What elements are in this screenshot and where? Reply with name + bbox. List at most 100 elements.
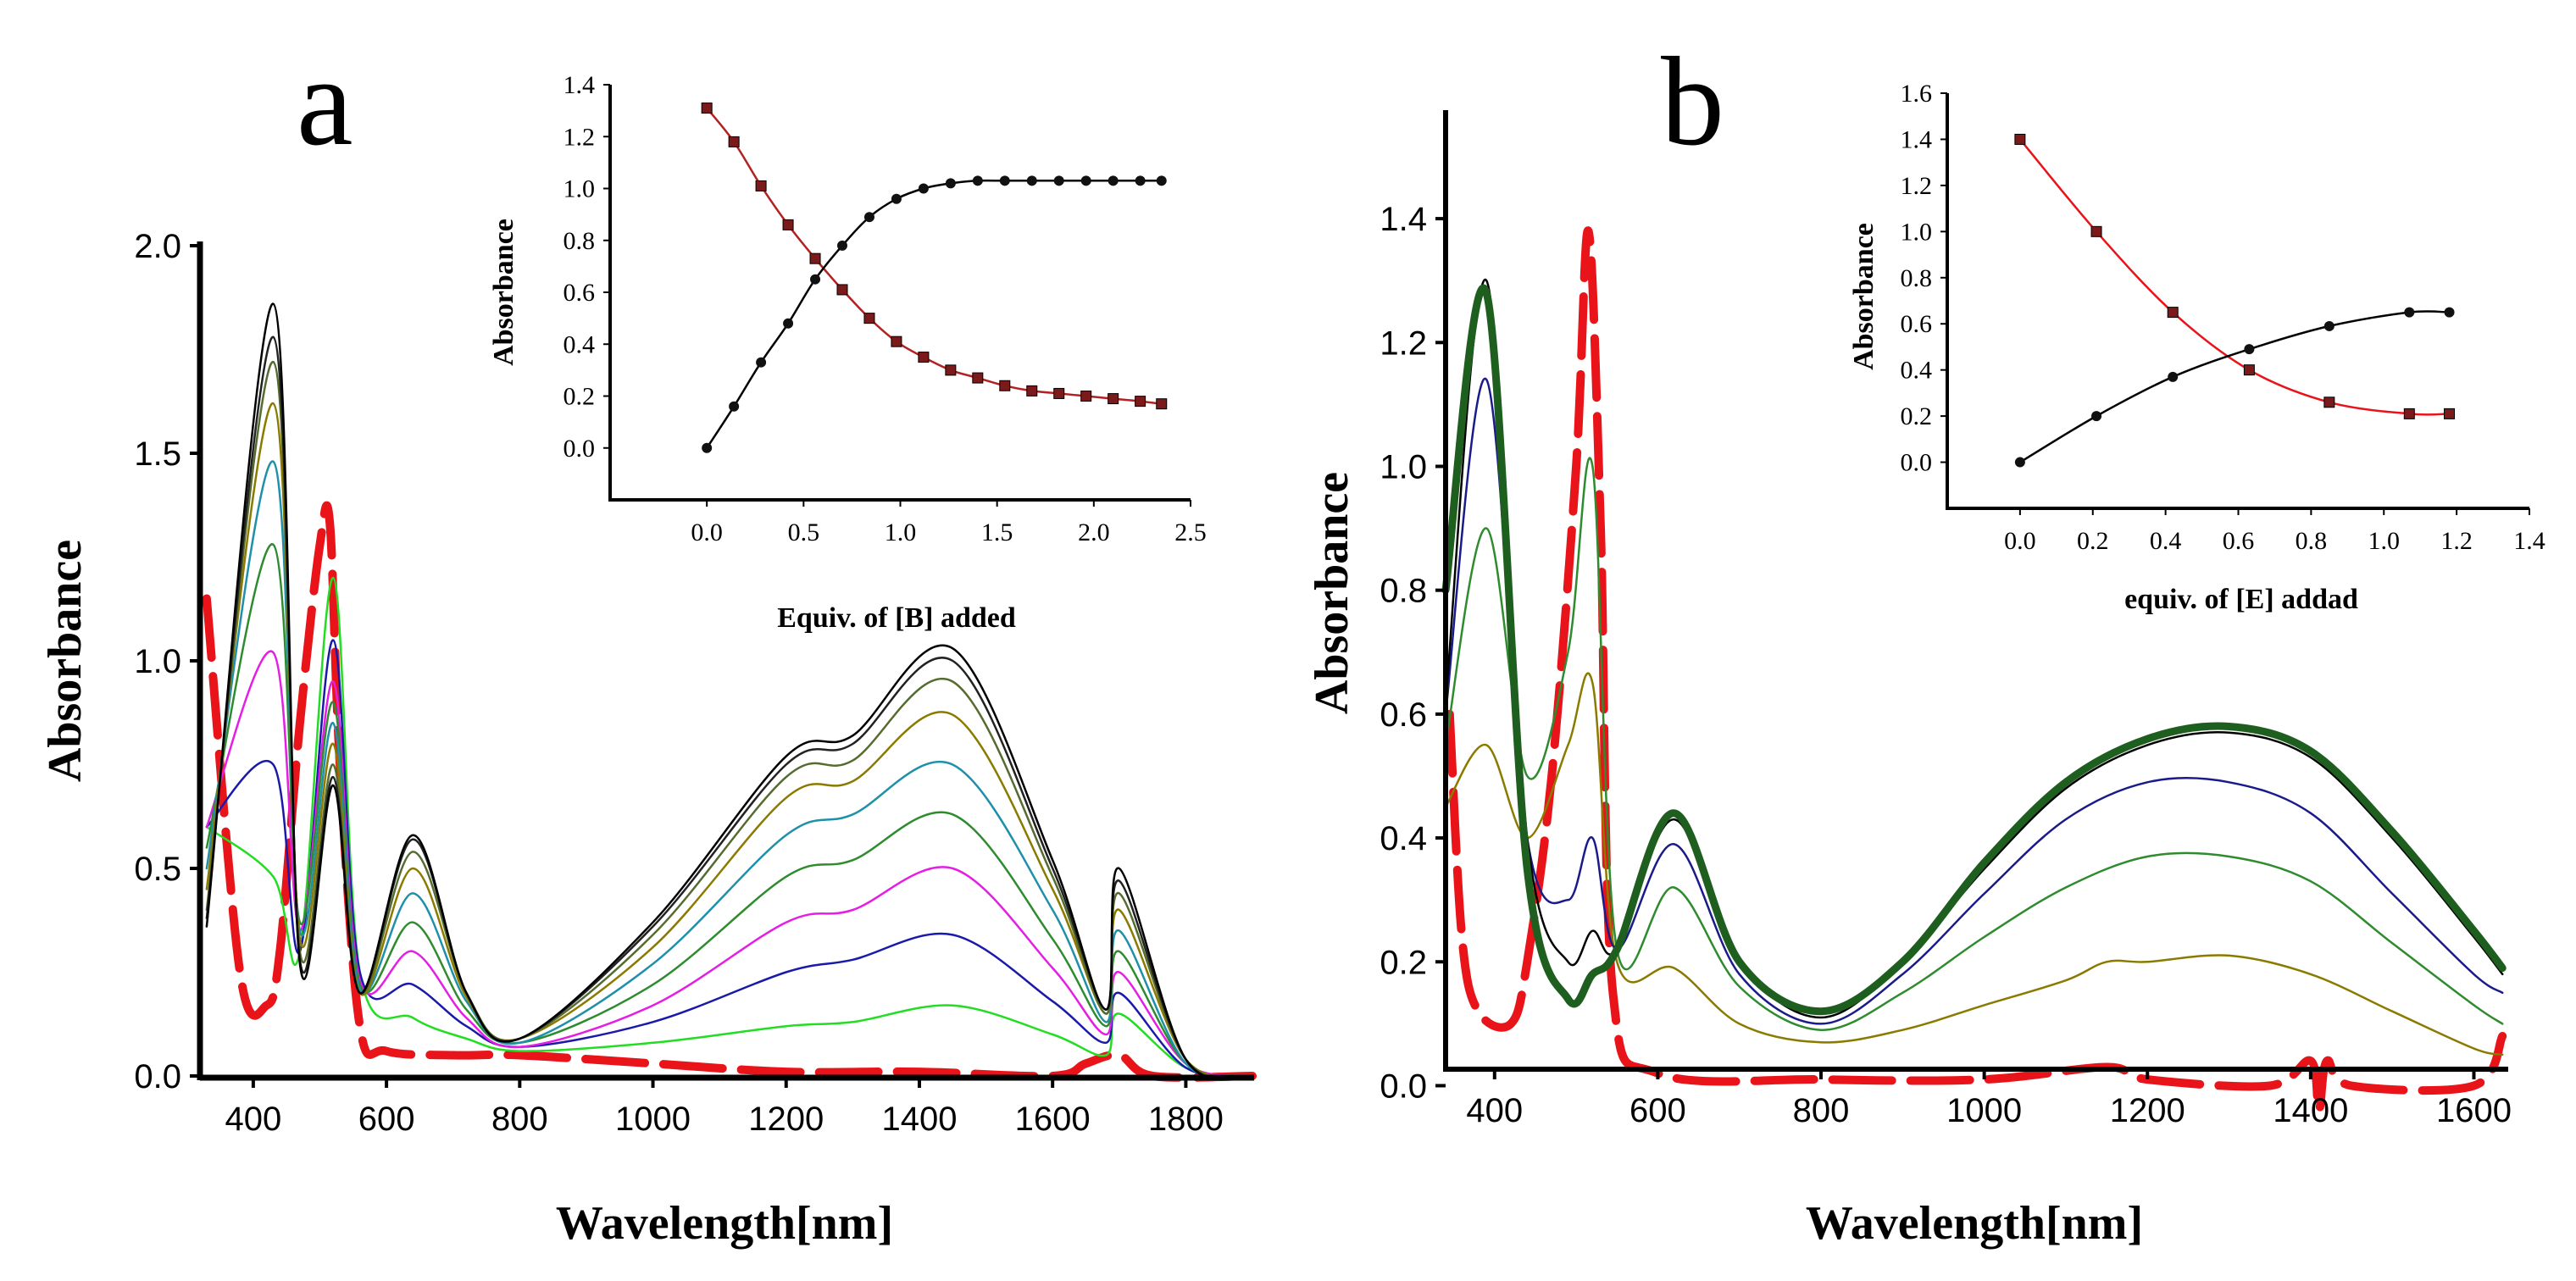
inset-data-point: [1080, 391, 1092, 402]
inset-data-point: [918, 352, 930, 363]
panel-b-y-ticks: 0.0 0.2 0.4 0.6 0.8 1.0 1.2 1.4: [1380, 201, 1446, 1105]
y-tick-label: 1.2: [1380, 324, 1427, 362]
inset-data-point: [2323, 396, 2335, 408]
inset-data-point: [756, 357, 767, 368]
y-tick-label: 0.0: [1380, 1068, 1427, 1105]
inset-a-y-label: Absorbance: [488, 219, 519, 366]
panel-a-inset: 0.0 0.5 1.0 1.5 2.0 2.5 0.0 0.2 0.4 0.6 0.8 1.0 1.2 1…: [488, 71, 1207, 634]
panel-b-series: [1441, 226, 2507, 1115]
panel-a-x-label: Wavelength[nm]: [556, 1197, 893, 1250]
inset-series-line-1: [2019, 310, 2450, 463]
panel-b-inset: 0.0 0.2 0.4 0.6 0.8 1.0 1.2 1.4 0.0 0.2 0.4 0.6 0.8 1…: [1848, 80, 2545, 615]
x-tick-label: 1400: [881, 1101, 957, 1138]
inset-x-tick-label: 0.0: [2004, 527, 2036, 555]
inset-data-point: [863, 313, 875, 324]
inset-data-point: [728, 136, 740, 147]
x-tick-label: 1600: [2436, 1092, 2512, 1129]
inset-x-tick-label: 1.5: [981, 518, 1013, 546]
panel-a-y-ticks: 0.0 0.5 1.0 1.5 2.0: [134, 228, 200, 1095]
inset-y-tick-label: 0.4: [1901, 357, 1933, 385]
x-tick-label: 800: [1793, 1092, 1850, 1129]
inset-y-tick-label: 0.0: [564, 435, 596, 463]
inset-data-point: [2014, 457, 2025, 468]
series-line-1-0: [1445, 226, 2507, 1115]
inset-data-point: [782, 219, 794, 230]
inset-series-line-0: [706, 107, 1162, 405]
inset-data-point: [891, 336, 902, 347]
inset-data-point: [2404, 307, 2415, 318]
y-tick-label: 0.0: [134, 1058, 181, 1095]
inset-x-tick-label: 0.5: [788, 518, 820, 546]
series-line-0-3: [205, 650, 1254, 1078]
inset-data-point: [809, 252, 821, 264]
inset-y-tick-label: 0.8: [564, 227, 596, 255]
panel-a-series: [202, 302, 1257, 1082]
inset-y-tick-label: 0.4: [564, 330, 596, 358]
panel-label-a: a: [297, 31, 353, 172]
inset-x-tick-label: 1.2: [2440, 527, 2473, 555]
inset-series-line-0: [2018, 138, 2450, 416]
inset-y-tick-label: 1.0: [564, 175, 596, 203]
inset-x-tick-label: 2.5: [1174, 518, 1207, 546]
inset-x-tick-label: 0.4: [2150, 527, 2182, 555]
inset-data-point: [836, 284, 848, 296]
inset-series-line-1: [706, 179, 1162, 449]
inset-y-tick-label: 0.0: [1901, 449, 1933, 477]
inset-data-point: [1108, 393, 1119, 405]
series-line-0-2: [205, 639, 1254, 1078]
inset-data-point: [972, 372, 984, 384]
inset-data-point: [1135, 396, 1146, 408]
series-line-1-2: [1444, 457, 2504, 1031]
x-tick-label: 800: [491, 1101, 548, 1138]
inset-a-ticks: 0.0 0.5 1.0 1.5 2.0 2.5 0.0 0.2 0.4 0.6 0.8 1.0 1.2 1…: [564, 71, 1207, 546]
inset-a-x-label: Equiv. of [B] added: [777, 602, 1016, 634]
x-tick-label: 600: [358, 1101, 415, 1138]
inset-data-point: [1108, 175, 1119, 186]
inset-y-tick-label: 0.8: [1901, 264, 1933, 292]
inset-data-point: [918, 183, 929, 194]
inset-data-point: [945, 364, 957, 376]
x-tick-label: 1200: [748, 1101, 824, 1138]
y-tick-label: 0.4: [1380, 820, 1427, 857]
inset-x-tick-label: 0.8: [2296, 527, 2328, 555]
inset-data-point: [837, 240, 847, 251]
x-tick-label: 600: [1629, 1092, 1686, 1129]
inset-b-series: [2014, 133, 2456, 468]
inset-b-y-label: Absorbance: [1848, 223, 1879, 370]
y-tick-label: 0.2: [1380, 944, 1427, 981]
panel-b: b 400 600 800 1000 1200 1400 1600 0.0 0.2 0.4 0.6…: [1306, 31, 2545, 1250]
inset-y-tick-label: 1.0: [1901, 218, 1933, 246]
y-tick-label: 0.8: [1380, 573, 1427, 610]
inset-b-x-label: equiv. of [E] addad: [2124, 584, 2358, 615]
inset-x-tick-label: 1.4: [2513, 527, 2545, 555]
series-line-0-7: [205, 360, 1254, 1079]
inset-data-point: [999, 380, 1011, 391]
x-tick-label: 1600: [1015, 1101, 1091, 1138]
y-tick-label: 1.5: [134, 435, 181, 473]
inset-y-tick-label: 0.6: [1901, 310, 1933, 338]
series-line-0-8: [205, 336, 1254, 1080]
inset-data-point: [783, 318, 794, 329]
inset-y-tick-label: 0.2: [1901, 402, 1933, 430]
inset-data-point: [755, 180, 767, 191]
inset-data-point: [810, 274, 821, 285]
x-tick-label: 400: [225, 1101, 282, 1138]
x-tick-label: 1000: [1946, 1092, 2022, 1129]
series-line-1-1: [1444, 672, 2504, 1056]
y-tick-label: 1.4: [1380, 201, 1427, 238]
x-tick-label: 1000: [615, 1101, 691, 1138]
x-tick-label: 400: [1466, 1092, 1523, 1129]
panel-b-y-label: Absorbance: [1306, 472, 1358, 714]
inset-data-point: [1053, 387, 1065, 399]
panel-a: a 400 600 800 1000 1200 1400 1600 1800 0.0 0.5 1.…: [39, 31, 1257, 1250]
series-line-0-9: [205, 302, 1254, 1081]
inset-data-point: [999, 175, 1010, 186]
panel-a-y-label: Absorbance: [39, 540, 92, 782]
panel-label-b: b: [1661, 31, 1724, 172]
inset-data-point: [2014, 133, 2026, 145]
series-line-0-0: [202, 501, 1257, 1082]
inset-data-point: [2244, 344, 2255, 355]
x-tick-label: 1400: [2273, 1092, 2348, 1129]
inset-y-tick-label: 0.6: [564, 279, 596, 307]
